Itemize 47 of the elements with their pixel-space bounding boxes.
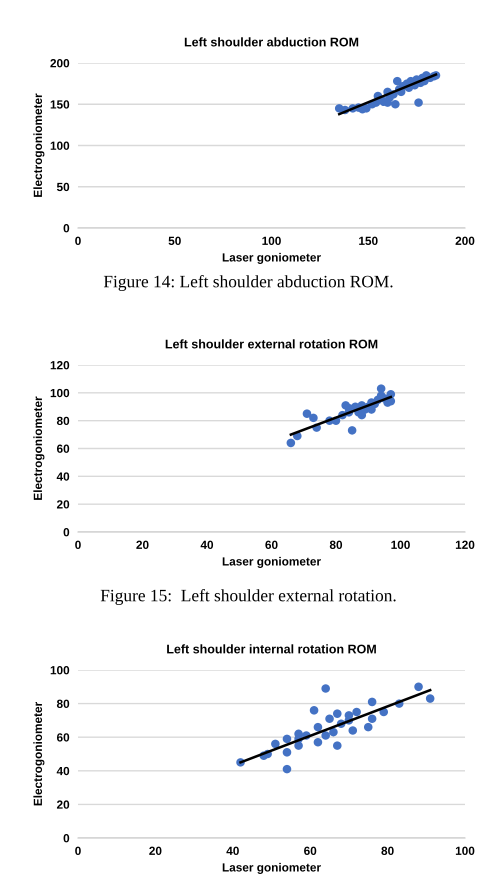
y-tick-label: 0 (64, 224, 70, 232)
y-tick-label: 40 (56, 766, 70, 776)
x-tick-label: 120 (456, 540, 474, 550)
x-axis-title: Laser goniometer (222, 252, 321, 264)
x-tick-label: 80 (330, 540, 342, 550)
y-tick-label: 100 (50, 388, 70, 398)
y-tick-label: 50 (56, 182, 70, 192)
x-axis-title: Laser goniometer (222, 862, 321, 874)
y-tick-label: 20 (56, 500, 70, 509)
x-tick-label: 60 (304, 846, 316, 856)
y-axis-title: Electrogoniometer (33, 94, 44, 197)
y-tick-label: 0 (64, 834, 70, 842)
x-tick-label: 50 (168, 236, 181, 246)
chart-title: Left shoulder abduction ROM (184, 37, 358, 46)
y-tick-label: 20 (56, 800, 70, 809)
x-tick-label: 100 (262, 236, 281, 246)
x-tick-label: 40 (200, 540, 214, 550)
caption: Figure 14: Left shoulder abduction ROM. (104, 275, 392, 291)
x-tick-label: 20 (149, 846, 162, 856)
x-tick-label: 40 (226, 846, 239, 856)
x-tick-label: 200 (456, 236, 474, 246)
caption: Figure 15: Left shoulder external rotation. (100, 589, 396, 605)
y-tick-label: 60 (56, 733, 70, 742)
y-tick-label: 100 (50, 142, 70, 150)
y-tick-label: 100 (50, 666, 70, 674)
y-tick-label: 120 (50, 361, 70, 370)
y-tick-label: 40 (56, 472, 70, 481)
y-tick-label: 80 (56, 700, 70, 708)
y-tick-label: 0 (64, 528, 70, 536)
y-axis-title: Electrogoniometer (33, 396, 44, 500)
x-tick-label: 100 (456, 846, 474, 856)
x-tick-label: 0 (75, 236, 81, 246)
x-tick-label: 60 (265, 540, 278, 550)
x-axis-title: Laser goniometer (222, 556, 321, 568)
x-tick-label: 20 (136, 540, 149, 550)
x-tick-label: 0 (75, 846, 81, 856)
y-tick-label: 150 (50, 100, 70, 109)
chart-title: Left shoulder external rotation ROM (166, 339, 378, 348)
y-axis-title: Electrogoniometer (33, 702, 44, 806)
y-tick-label: 80 (56, 416, 70, 426)
chart-title: Left shoulder internal rotation ROM (167, 644, 376, 654)
x-tick-label: 100 (391, 540, 410, 550)
x-tick-label: 0 (75, 540, 81, 550)
y-tick-label: 200 (50, 59, 70, 68)
x-tick-label: 80 (381, 846, 394, 856)
x-tick-label: 150 (359, 236, 378, 246)
y-tick-label: 60 (56, 444, 70, 453)
